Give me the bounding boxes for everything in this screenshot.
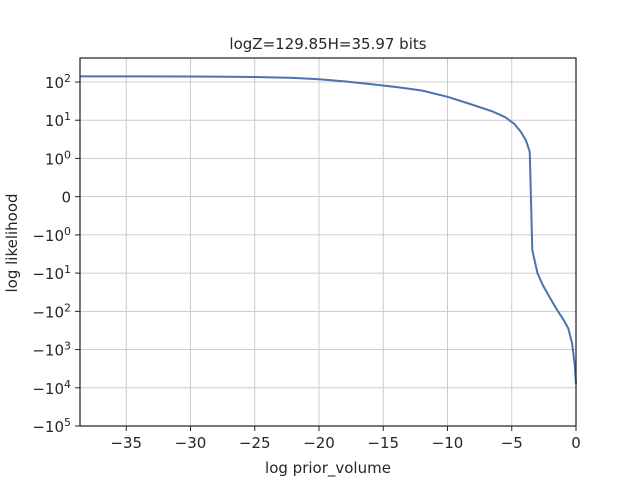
x-tick-label: −15	[367, 434, 399, 452]
chart-title: logZ=129.85H=35.97 bits	[229, 35, 426, 53]
series-layer	[80, 75, 577, 385]
y-tick-label: 101	[45, 110, 71, 130]
plot-frame	[79, 57, 577, 427]
y-tick-label: 0	[61, 189, 71, 207]
series-line	[80, 75, 577, 385]
grid-layer	[80, 58, 577, 427]
x-tick-label: −20	[303, 434, 335, 452]
y-tick-label: −102	[32, 301, 71, 321]
y-tick-label: −104	[32, 378, 71, 398]
x-tick-label: −30	[175, 434, 207, 452]
y-tick-label: 102	[45, 72, 71, 92]
y-tick-label: −105	[32, 416, 71, 436]
x-axis-title: log prior_volume	[265, 459, 391, 478]
tick-layer: −35 −30 −25 −20 −15 −10 −5 0 102 101 100 0 −100 −101 −…	[32, 72, 580, 452]
y-tick-label: −103	[32, 340, 71, 360]
y-tick-label: 100	[45, 148, 71, 168]
y-tick-label: −101	[32, 263, 71, 283]
y-tick-label: −100	[32, 225, 71, 245]
x-tick-label: −5	[501, 434, 523, 452]
x-tick-label: −10	[432, 434, 464, 452]
x-tick-label: 0	[571, 434, 581, 452]
x-tick-label: −25	[239, 434, 271, 452]
x-tick-label: −35	[110, 434, 142, 452]
y-axis-title: log likelihood	[3, 193, 21, 292]
